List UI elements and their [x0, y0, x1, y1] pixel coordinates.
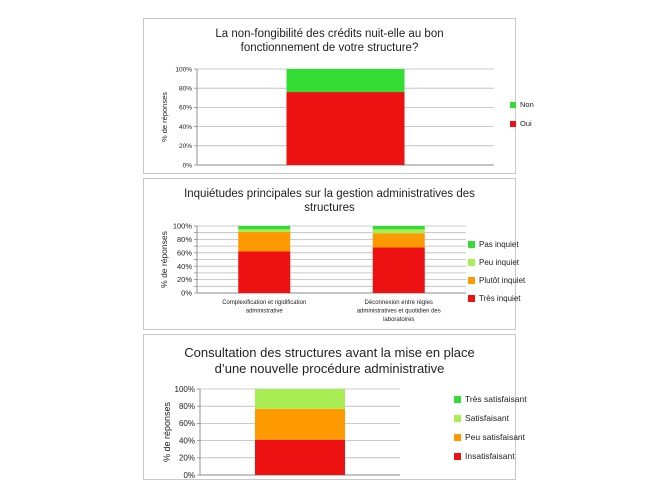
legend-swatch: [454, 453, 461, 460]
chart-plot: 0% 20% 40% 60% 80% 100% % de réponses Non Oui: [160, 66, 534, 169]
chart-plot: 0% 20% 40% 60% 80% 100%% de réponses Très sati…: [162, 385, 527, 480]
chart-title: Consultation des structures avant la mis…: [144, 345, 515, 378]
legend-label: Plutôt inquiet: [479, 276, 526, 285]
y-tick-label: 100%: [175, 385, 195, 394]
y-tick-label: 80%: [179, 85, 192, 92]
y-tick-label: 60%: [179, 105, 192, 112]
chart-title-line: structures: [304, 202, 355, 215]
y-axis-label: % de réponses: [162, 401, 172, 462]
y-tick-label: 100%: [175, 66, 192, 73]
y-tick-label: 80%: [179, 402, 195, 411]
chart-title: La non-fongibilité des crédits nuit-elle…: [144, 27, 515, 56]
chart-panel-fongibilite: La non-fongibilité des crédits nuit-elle…: [143, 18, 534, 174]
chart-title-line: Inquiétudes principales sur la gestion a…: [184, 188, 475, 200]
legend-label: Satisfaisant: [465, 413, 510, 423]
bar-segment-non: [286, 69, 405, 93]
y-tick-label: 0%: [181, 289, 192, 298]
x-category-label: administrative: [246, 309, 284, 315]
legend-label: Peu inquiet: [479, 258, 520, 267]
y-tick-label: 60%: [179, 419, 195, 428]
y-tick-label: 80%: [177, 235, 192, 244]
legend-label: Oui: [520, 119, 532, 128]
legend-swatch: [468, 295, 475, 302]
bar-segment-pas-inquiet: [372, 226, 425, 230]
legend-swatch: [468, 259, 475, 266]
y-tick-label: 40%: [177, 262, 192, 271]
y-axis-label: % de réponses: [160, 92, 169, 142]
y-tick-label: 40%: [179, 124, 192, 131]
legend-swatch: [468, 277, 475, 284]
y-tick-label: 20%: [177, 275, 192, 284]
bar-segment-tr-s-inquiet: [238, 251, 291, 293]
chart-panel-inquietudes: Inquiétudes principales sur la gestion a…: [143, 178, 526, 330]
legend-label: Peu satisfaisant: [465, 432, 526, 442]
legend-swatch: [454, 415, 461, 422]
legend-swatch: [468, 241, 475, 248]
bar-segment-peu-inquiet: [238, 229, 291, 233]
bar-segment-satisfaisant: [255, 389, 345, 409]
x-category-label: administratives et quotidien des: [357, 309, 441, 315]
y-tick-label: 0%: [183, 471, 195, 480]
chart-title-line: fonctionnement de votre structure?: [240, 42, 419, 55]
bar-segment-oui: [286, 92, 405, 165]
y-tick-label: 20%: [179, 454, 195, 463]
legend-label: Très inquiet: [479, 294, 521, 303]
y-axis-label: % de réponses: [159, 231, 169, 288]
y-tick-label: 60%: [177, 248, 192, 257]
chart-title: Inquiétudes principales sur la gestion a…: [144, 187, 515, 216]
bar-segment-peu-inquiet: [372, 229, 425, 234]
legend-label: Non: [520, 100, 534, 109]
bar-segment-insatisfaisant: [255, 439, 345, 475]
legend-swatch: [454, 396, 461, 403]
legend-swatch: [454, 434, 461, 441]
legend-swatch: [510, 102, 516, 108]
chart-title-line: d’une nouvelle procédure administrative: [214, 361, 445, 377]
chart-title-line: La non-fongibilité des crédits nuit-elle…: [215, 28, 444, 40]
x-category-label: laboratoires: [383, 317, 414, 323]
legend-label: Insatisfaisant: [465, 451, 515, 461]
chart-panel-consultation: Consultation des structures avant la mis…: [143, 334, 527, 480]
bar-segment-peu-satisfaisant: [255, 408, 345, 440]
legend-label: Très satisfaisant: [465, 394, 527, 404]
y-tick-label: 20%: [179, 143, 192, 150]
x-category-label: Déconnexion entre règles: [365, 300, 433, 306]
bar-segment-plut-t-inquiet: [372, 233, 425, 248]
bar-segment-pas-inquiet: [238, 226, 291, 230]
bar-segment-plut-t-inquiet: [238, 232, 291, 252]
legend-label: Pas inquiet: [479, 240, 519, 249]
y-tick-label: 100%: [173, 222, 193, 231]
y-tick-label: 40%: [179, 436, 195, 445]
chart-title-line: Consultation des structures avant la mis…: [184, 345, 475, 360]
bar-segment-tr-s-inquiet: [372, 247, 425, 293]
legend-swatch: [510, 121, 516, 127]
x-category-label: Complexification et rigidification: [222, 300, 306, 306]
y-tick-label: 0%: [183, 162, 193, 169]
chart-plot: 0% 20% 40% 60% 80% 100% % de réponses Complexif…: [159, 222, 526, 323]
